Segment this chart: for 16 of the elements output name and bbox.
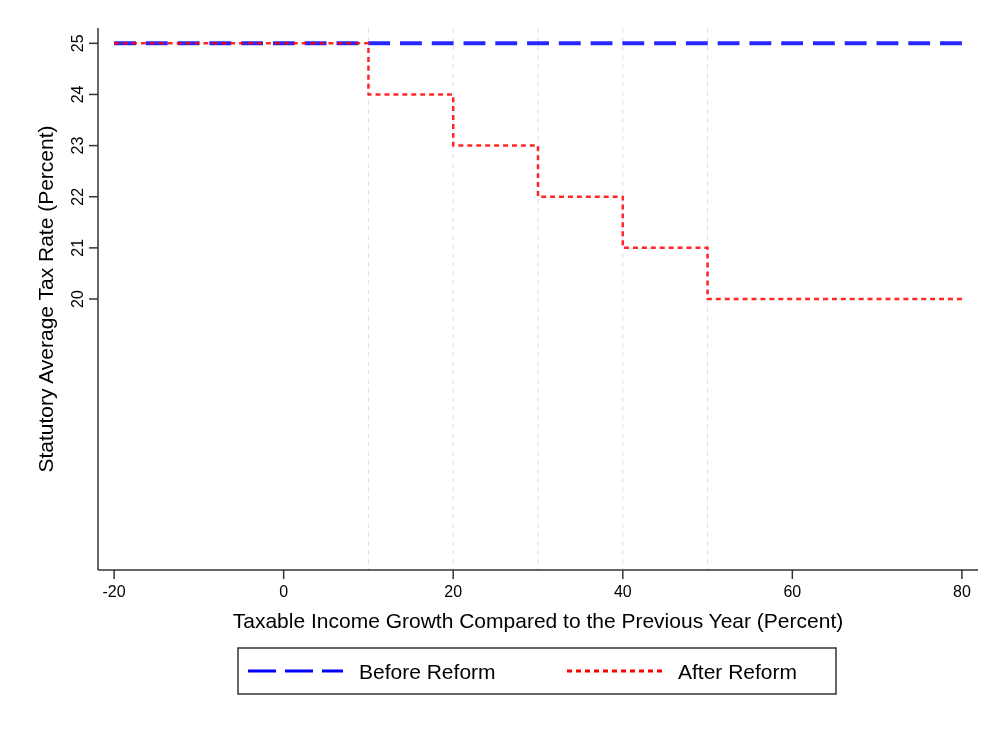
legend-label: Before Reform	[359, 660, 496, 683]
x-tick-label: 80	[952, 583, 971, 600]
y-tick-label: 21	[69, 238, 86, 257]
y-tick-label: 24	[69, 85, 86, 104]
legend-label: After Reform	[678, 660, 798, 683]
x-tick-label: 40	[613, 583, 632, 600]
y-tick-label: 22	[69, 187, 86, 206]
x-axis-title: Taxable Income Growth Compared to the Previous Year (Percent)	[232, 609, 844, 632]
x-tick-label: 60	[783, 583, 802, 600]
x-tick-label: 20	[444, 583, 463, 600]
y-tick-label: 25	[69, 34, 86, 53]
x-tick-label: -20	[102, 583, 126, 600]
y-tick-label: 20	[69, 290, 86, 308]
x-tick-label: 0	[279, 583, 289, 600]
y-axis-title: Statutory Average Tax Rate (Percent)	[34, 125, 57, 473]
y-tick-label: 23	[69, 136, 86, 155]
